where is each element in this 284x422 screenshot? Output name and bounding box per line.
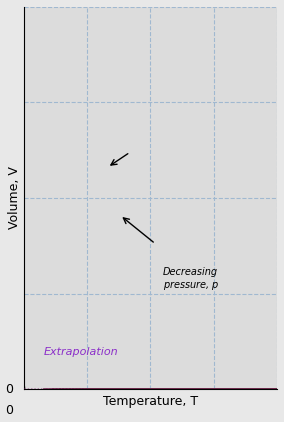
X-axis label: Temperature, T: Temperature, T — [103, 395, 198, 408]
Text: 0: 0 — [6, 404, 14, 417]
Y-axis label: Volume, V: Volume, V — [8, 167, 21, 230]
Text: 0: 0 — [6, 383, 14, 395]
Text: Extrapolation: Extrapolation — [44, 346, 119, 357]
Text: Decreasing
pressure, $p$: Decreasing pressure, $p$ — [163, 267, 220, 292]
